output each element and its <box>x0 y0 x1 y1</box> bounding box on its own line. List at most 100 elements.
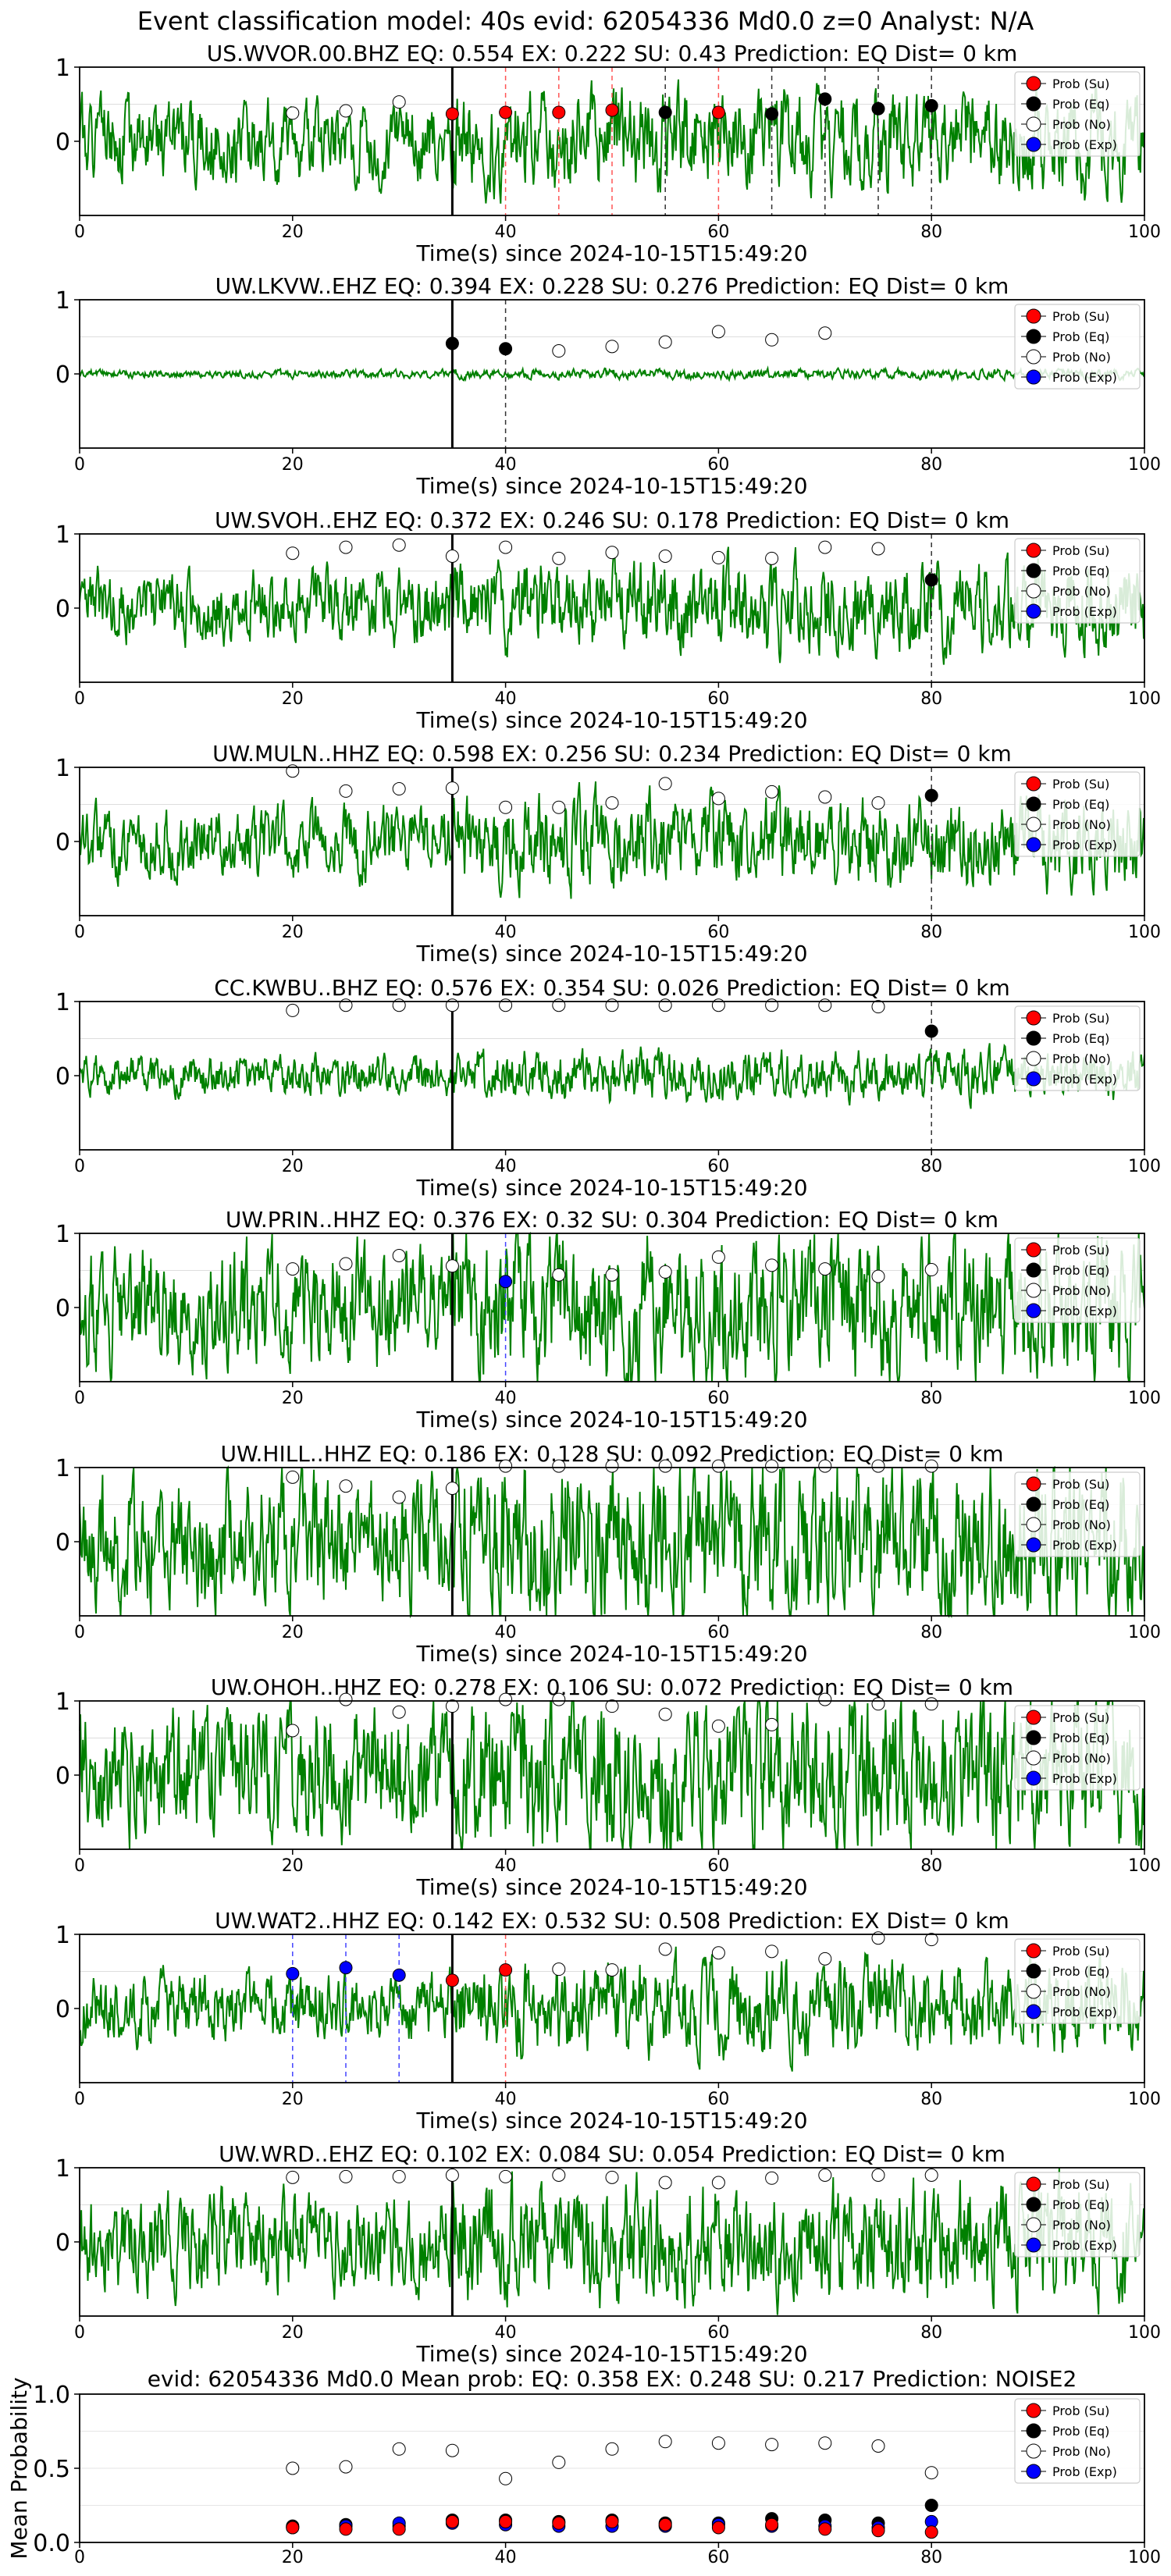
prob-point-no <box>871 1000 885 1014</box>
legend-label-no: Prob (No) <box>1052 1984 1111 1999</box>
legend-label-exp: Prob (Exp) <box>1052 137 1117 152</box>
x-tick-label: 20 <box>282 2090 304 2109</box>
x-tick-label: 20 <box>282 1856 304 1876</box>
prob-point-no <box>818 1692 832 1706</box>
prob-point-no <box>499 540 513 554</box>
mean-point-no <box>924 2466 938 2480</box>
prob-point-eq <box>924 98 938 112</box>
mean-point-su <box>392 2522 406 2536</box>
prob-point-no <box>552 1962 566 1976</box>
x-tick-label: 80 <box>920 1856 942 1876</box>
legend-label-eq: Prob (Eq) <box>1052 797 1109 812</box>
legend-marker-no <box>1026 2443 1041 2459</box>
prob-point-no <box>605 1963 619 1977</box>
prob-point-no <box>392 95 406 109</box>
x-tick-label: 80 <box>920 455 942 475</box>
x-tick-label: 60 <box>707 1157 729 1176</box>
legend-label-su: Prob (Su) <box>1052 76 1109 91</box>
legend-marker-su <box>1026 1710 1041 1725</box>
mean-point-no <box>499 2471 513 2485</box>
panel-1: US.WVOR.00.BHZ EQ: 0.554 EX: 0.222 SU: 0… <box>55 41 1161 266</box>
legend-marker-su <box>1026 1010 1041 1026</box>
prob-point-no <box>392 1490 406 1504</box>
y-tick-label: 1 <box>55 287 70 315</box>
x-tick-label: 40 <box>495 923 517 942</box>
panel-7: UW.HILL..HHZ EQ: 0.186 EX: 0.128 SU: 0.0… <box>55 1441 1161 1667</box>
prob-point-no <box>552 551 566 565</box>
legend-marker-no <box>1026 1051 1041 1066</box>
prob-point-no <box>605 340 619 354</box>
legend-label-exp: Prob (Exp) <box>1052 2005 1117 2019</box>
legend-marker-eq <box>1026 329 1041 344</box>
prob-point-no <box>392 2169 406 2183</box>
legend-label-exp: Prob (Exp) <box>1052 1304 1117 1318</box>
x-tick-label: 0 <box>74 455 85 475</box>
legend-marker-no <box>1026 1283 1041 1298</box>
prob-point-su <box>552 105 566 119</box>
legend-box <box>1014 771 1141 857</box>
x-tick-label: 0 <box>74 2548 85 2567</box>
prob-point-no <box>658 777 672 791</box>
legend-label-exp: Prob (Exp) <box>1052 370 1117 385</box>
y-tick-label: 0 <box>55 1996 70 2023</box>
prob-point-su <box>711 105 725 119</box>
prob-point-no <box>499 800 513 814</box>
x-tick-label: 100 <box>1128 2323 1161 2343</box>
prob-point-exp <box>392 1968 406 1982</box>
legend-marker-eq <box>1026 1963 1041 1979</box>
legend-label-no: Prob (No) <box>1052 1283 1111 1298</box>
x-tick-label: 100 <box>1128 222 1161 242</box>
prob-point-no <box>392 538 406 552</box>
prob-point-no <box>658 2176 672 2190</box>
panel-5: CC.KWBU..BHZ EQ: 0.576 EX: 0.354 SU: 0.0… <box>55 975 1161 1201</box>
legend-marker-eq <box>1026 2423 1041 2439</box>
prob-point-no <box>765 1459 779 1473</box>
legend-marker-exp <box>1026 137 1041 152</box>
legend-marker-eq <box>1026 1262 1041 1278</box>
y-tick-label: 1 <box>55 1688 70 1716</box>
prob-point-no <box>605 546 619 560</box>
waveform-trace <box>79 365 1145 382</box>
x-tick-label: 20 <box>282 455 304 475</box>
prob-point-no <box>605 796 619 810</box>
prob-point-no <box>499 1692 513 1706</box>
legend-label-eq: Prob (Eq) <box>1052 2424 1109 2439</box>
y-tick-label: 0 <box>55 1763 70 1790</box>
mean-point-no <box>871 2439 885 2453</box>
legend-label-no: Prob (No) <box>1052 1051 1111 1066</box>
legend-marker-su <box>1026 76 1041 91</box>
x-tick-label: 60 <box>707 689 729 709</box>
prob-point-no <box>871 2169 885 2182</box>
figure-suptitle: Event classification model: 40s evid: 62… <box>137 6 1034 36</box>
prob-point-no <box>286 1003 300 1017</box>
prob-point-no <box>818 1459 832 1473</box>
prob-point-no <box>765 1717 779 1731</box>
waveform-trace <box>79 781 1145 899</box>
mean-point-su <box>711 2521 725 2535</box>
legend-label-su: Prob (Su) <box>1052 2403 1109 2418</box>
legend-marker-exp <box>1026 1770 1041 1786</box>
mean-point-no <box>445 2443 459 2457</box>
y-tick-label: 0 <box>55 1295 70 1322</box>
y-tick-label: 0 <box>55 596 70 623</box>
legend-marker-no <box>1026 2217 1041 2233</box>
x-tick-label: 0 <box>74 1623 85 1642</box>
legend-marker-su <box>1026 2176 1041 2192</box>
x-tick-label: 80 <box>920 2090 942 2109</box>
y-tick-label: 1 <box>55 2155 70 2183</box>
legend-box <box>1014 2172 1141 2258</box>
prob-point-exp <box>499 1275 513 1289</box>
legend-marker-exp <box>1026 603 1041 619</box>
x-tick-label: 20 <box>282 923 304 942</box>
legend-box <box>1014 1938 1141 2024</box>
x-tick-label: 40 <box>495 2090 517 2109</box>
prob-point-no <box>711 1459 725 1473</box>
legend-label-eq: Prob (Eq) <box>1052 97 1109 112</box>
x-tick-label: 80 <box>920 1157 942 1176</box>
x-tick-label: 60 <box>707 2090 729 2109</box>
x-axis-label: Time(s) since 2024-10-15T15:49:20 <box>415 1175 807 1201</box>
waveform-trace <box>79 1043 1145 1109</box>
legend-label-exp: Prob (Exp) <box>1052 1538 1117 1553</box>
prob-point-no <box>711 325 725 339</box>
